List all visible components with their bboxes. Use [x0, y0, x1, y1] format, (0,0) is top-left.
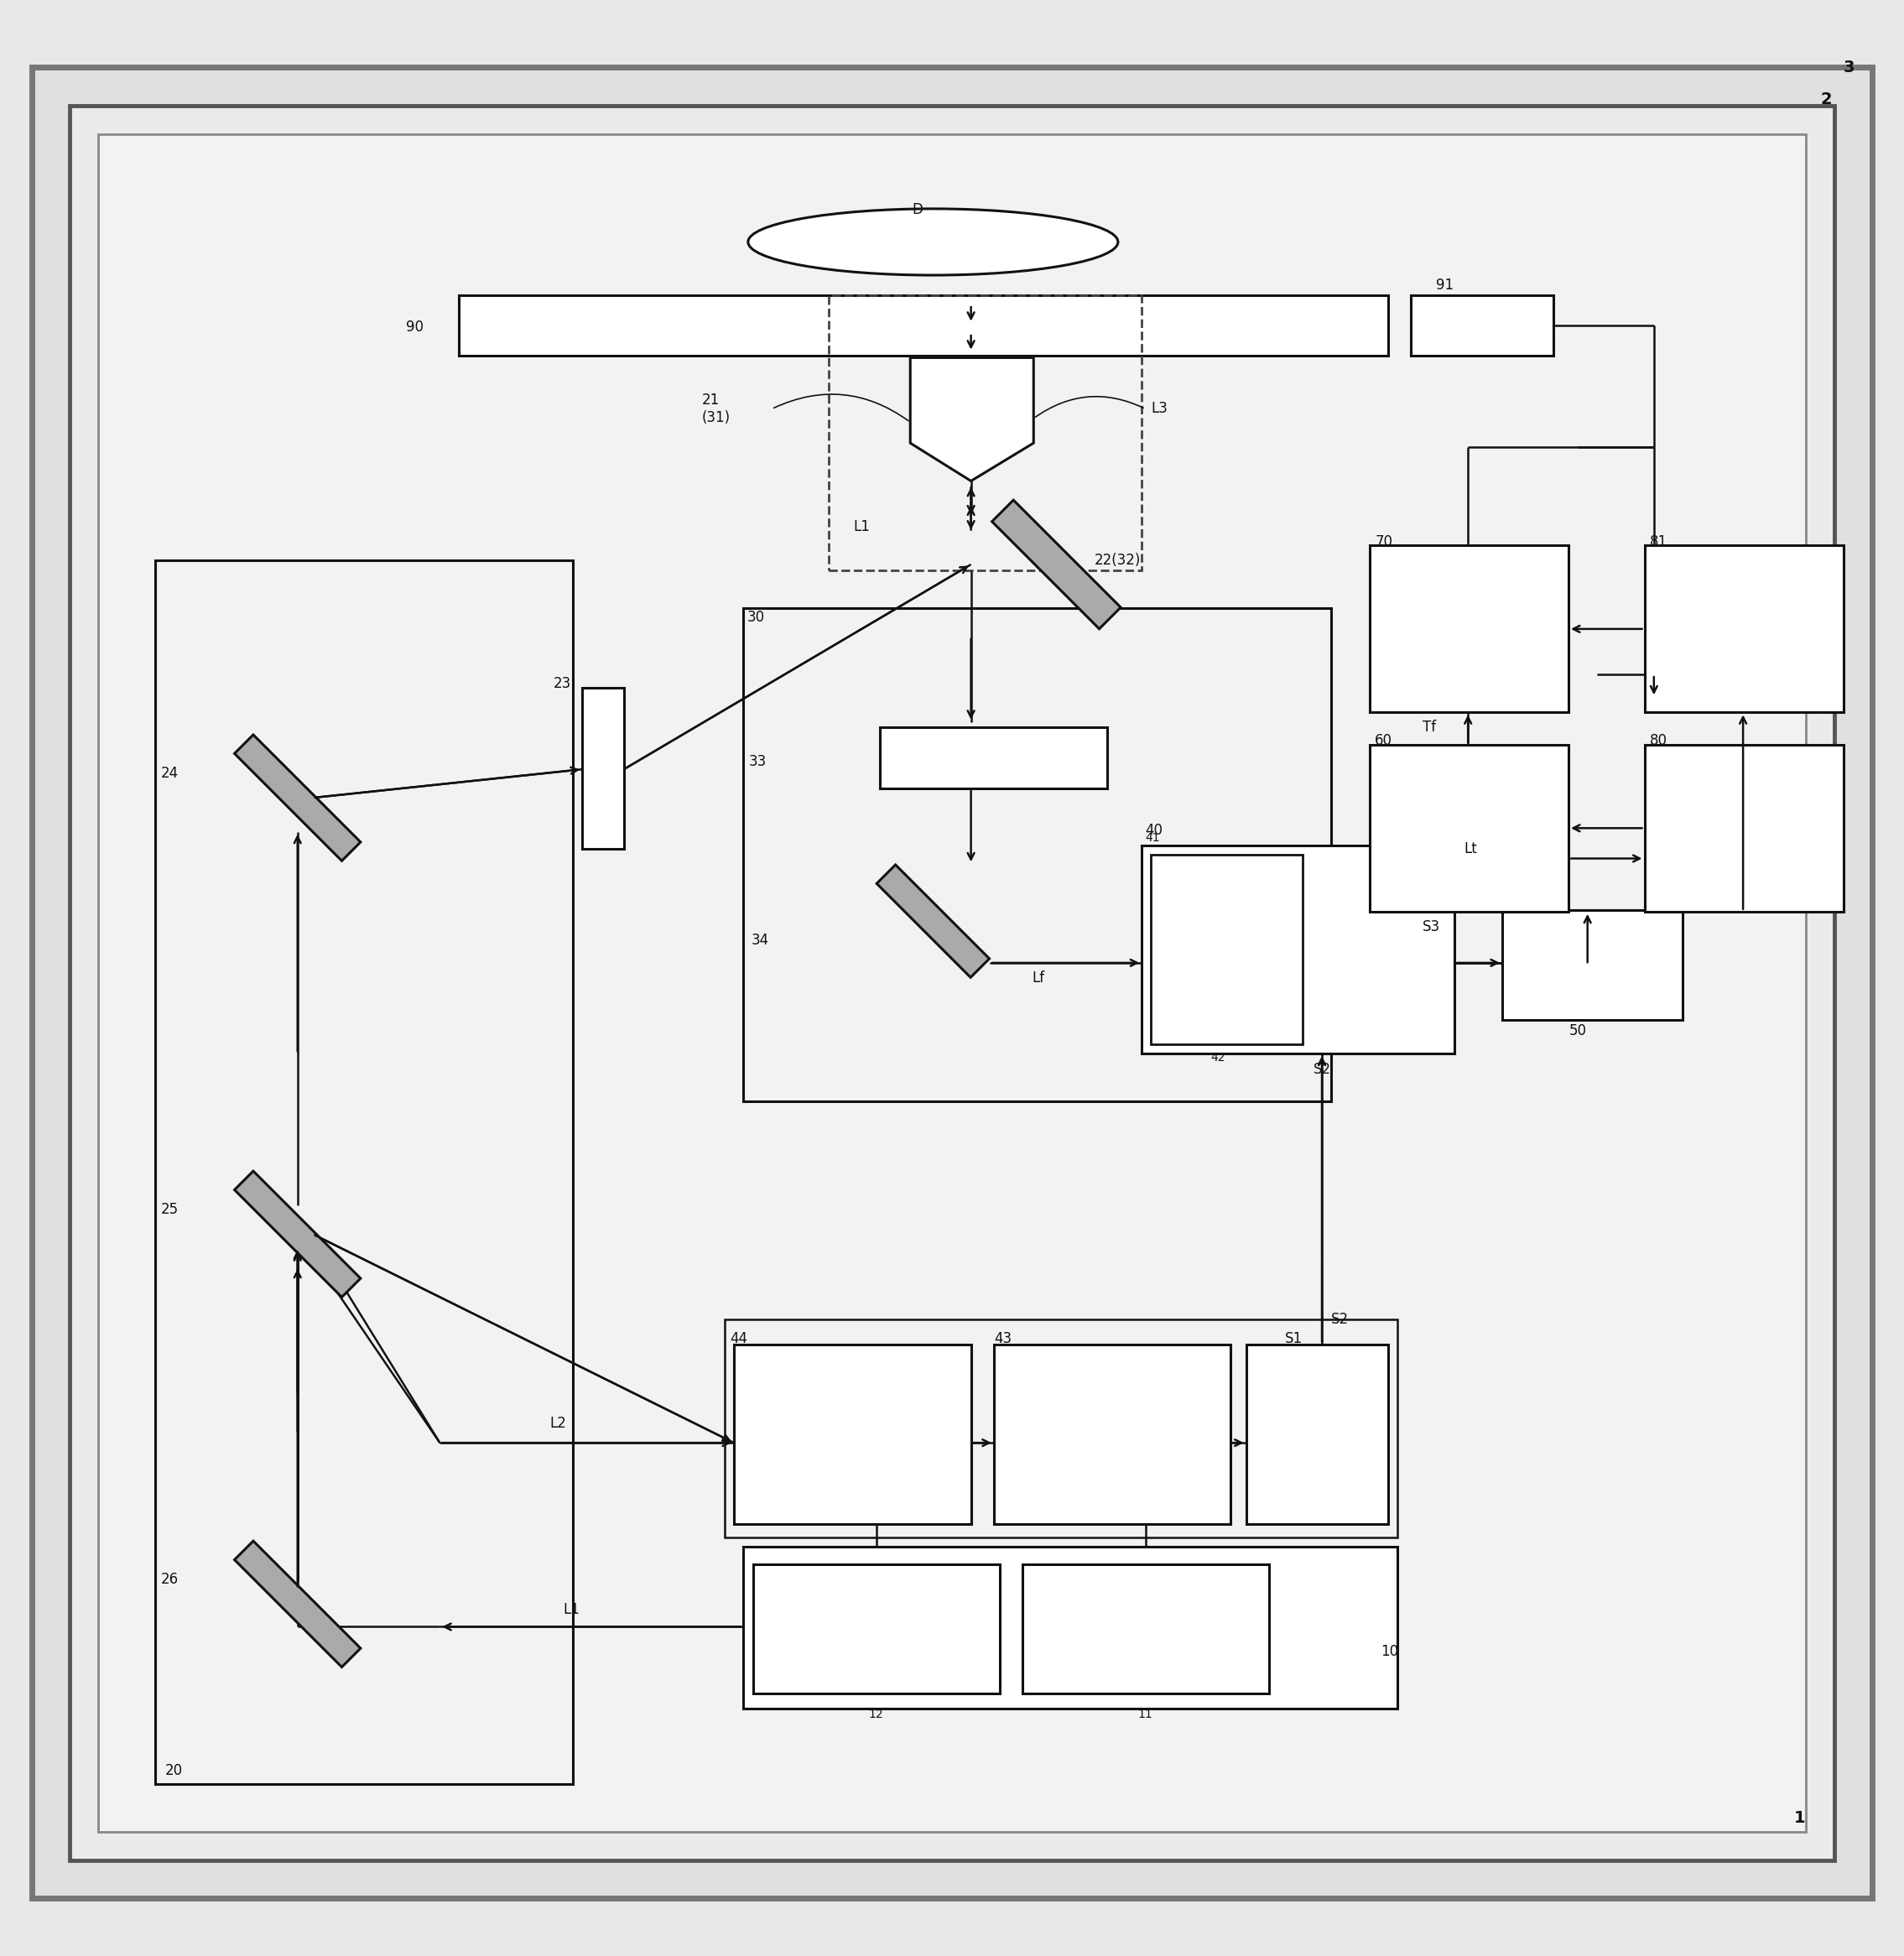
- Text: 34: 34: [750, 933, 769, 947]
- Text: 26: 26: [162, 1573, 179, 1586]
- Text: 24: 24: [162, 765, 179, 780]
- Bar: [743, 608, 1331, 1101]
- Text: 42: 42: [1211, 1052, 1224, 1064]
- Text: 40: 40: [1146, 822, 1163, 837]
- Text: 43: 43: [994, 1330, 1011, 1346]
- Text: 20: 20: [166, 1764, 183, 1778]
- Text: L1: L1: [564, 1602, 581, 1618]
- Text: 12: 12: [868, 1708, 883, 1719]
- Text: 90: 90: [406, 319, 423, 334]
- Bar: [1245, 1344, 1388, 1524]
- Bar: [583, 689, 625, 849]
- Text: Tf: Tf: [1422, 720, 1436, 735]
- Bar: [99, 133, 1805, 1831]
- Text: 81: 81: [1651, 534, 1668, 550]
- Text: Lf: Lf: [1032, 970, 1045, 986]
- Text: 30: 30: [746, 610, 765, 626]
- Text: 25: 25: [162, 1201, 179, 1217]
- Polygon shape: [234, 1541, 360, 1667]
- Text: 2: 2: [1820, 92, 1832, 108]
- Text: 44: 44: [729, 1330, 748, 1346]
- Text: 60: 60: [1375, 734, 1392, 749]
- Bar: [459, 295, 1388, 356]
- Bar: [1369, 745, 1569, 911]
- Ellipse shape: [748, 209, 1118, 276]
- Text: D: D: [912, 201, 923, 217]
- Bar: [1645, 546, 1843, 712]
- Text: 33: 33: [748, 755, 767, 769]
- Bar: [1369, 546, 1569, 712]
- Text: 10: 10: [1380, 1643, 1398, 1659]
- Text: S2: S2: [1331, 1312, 1350, 1326]
- Bar: [1502, 910, 1683, 1019]
- Text: L3: L3: [1152, 401, 1167, 417]
- Text: 91: 91: [1436, 278, 1455, 293]
- Bar: [994, 1344, 1230, 1524]
- Text: L2: L2: [550, 1416, 567, 1432]
- Polygon shape: [234, 735, 360, 861]
- Text: 22(32): 22(32): [1095, 554, 1140, 567]
- Bar: [880, 728, 1108, 788]
- Polygon shape: [992, 501, 1121, 628]
- Bar: [1645, 745, 1843, 911]
- Text: 23: 23: [554, 677, 571, 692]
- Bar: [1152, 855, 1302, 1045]
- Bar: [1142, 845, 1455, 1054]
- Text: 11: 11: [1139, 1708, 1154, 1719]
- Text: 21
(31): 21 (31): [701, 393, 731, 424]
- Text: 3: 3: [1843, 59, 1854, 76]
- Text: 70: 70: [1375, 534, 1392, 550]
- Text: S2: S2: [1314, 1062, 1331, 1076]
- Bar: [752, 1565, 1000, 1694]
- Bar: [724, 1320, 1398, 1537]
- Text: L1: L1: [853, 518, 870, 534]
- Polygon shape: [876, 865, 990, 978]
- Text: 50: 50: [1569, 1023, 1586, 1039]
- Text: 41: 41: [1146, 831, 1160, 843]
- Bar: [828, 295, 1142, 569]
- Text: S3: S3: [1422, 919, 1439, 935]
- Polygon shape: [234, 1172, 360, 1297]
- Polygon shape: [910, 358, 1034, 481]
- Bar: [743, 1547, 1398, 1708]
- Bar: [1022, 1565, 1268, 1694]
- Text: S1: S1: [1285, 1330, 1302, 1346]
- Bar: [1411, 295, 1554, 356]
- Bar: [733, 1344, 971, 1524]
- Text: 80: 80: [1651, 734, 1668, 749]
- Text: 1: 1: [1794, 1811, 1805, 1827]
- Bar: [156, 561, 573, 1784]
- Text: Lt: Lt: [1464, 841, 1478, 857]
